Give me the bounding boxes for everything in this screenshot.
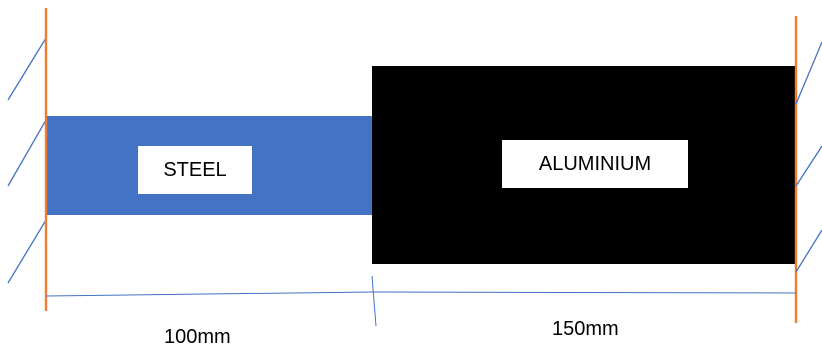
dimension-line-steel: [45, 291, 373, 297]
right-hatch-1: [795, 41, 822, 105]
right-hatch-3: [795, 229, 822, 273]
dimension-tick-middle: [371, 275, 377, 327]
aluminium-dimension-label: 150mm: [552, 318, 619, 340]
left-hatch-2: [7, 119, 47, 187]
aluminium-label: ALUMINIUM: [502, 140, 688, 188]
left-hatch-1: [7, 37, 47, 101]
steel-dimension-label: 100mm: [164, 326, 231, 348]
steel-label: STEEL: [138, 146, 252, 194]
right-hatch-2: [795, 145, 822, 187]
left-hatch-3: [7, 219, 47, 284]
dimension-line-aluminium: [371, 291, 797, 294]
